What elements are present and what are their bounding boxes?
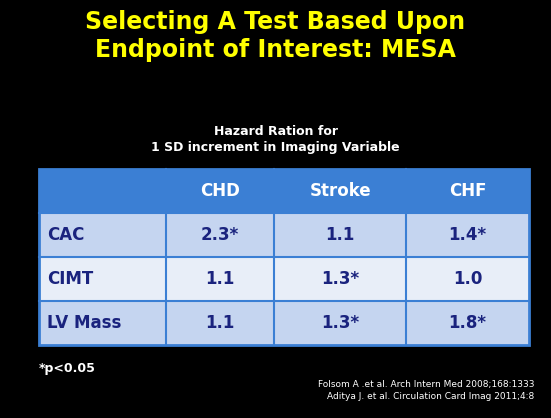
Text: *p<0.05: *p<0.05 [39,362,95,375]
Text: CAC: CAC [47,226,84,244]
Text: 1.8*: 1.8* [449,314,487,332]
Text: 1.3*: 1.3* [321,270,359,288]
Text: 1.1: 1.1 [326,226,355,244]
Text: Folsom A .et al. Arch Intern Med 2008;168:1333
Aditya J. et al. Circulation Card: Folsom A .et al. Arch Intern Med 2008;16… [318,380,534,401]
Text: Selecting A Test Based Upon
Endpoint of Interest: MESA: Selecting A Test Based Upon Endpoint of … [85,10,466,62]
Text: CHD: CHD [200,182,240,200]
Text: 1.4*: 1.4* [449,226,487,244]
Text: CIMT: CIMT [47,270,93,288]
Text: Hazard Ration for
1 SD increment in Imaging Variable: Hazard Ration for 1 SD increment in Imag… [151,125,400,154]
Text: CHF: CHF [449,182,487,200]
Text: 1.0: 1.0 [453,270,482,288]
Text: 2.3*: 2.3* [201,226,239,244]
Text: Stroke: Stroke [309,182,371,200]
Text: LV Mass: LV Mass [47,314,121,332]
Text: 1.3*: 1.3* [321,314,359,332]
Text: 1.1: 1.1 [206,314,235,332]
Text: 1.1: 1.1 [206,270,235,288]
